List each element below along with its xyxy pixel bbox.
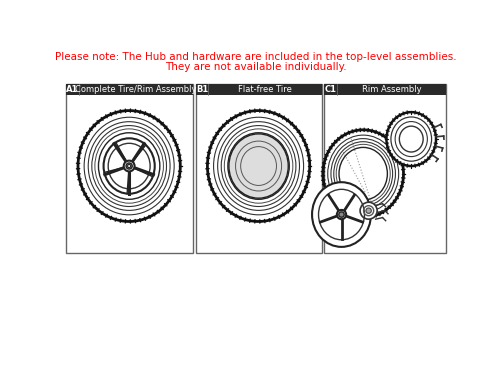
Text: Complete Tire/Rim Assembly: Complete Tire/Rim Assembly: [75, 85, 196, 94]
Bar: [324, 84, 446, 253]
Bar: [66, 84, 192, 253]
Text: Flat-free Tire: Flat-free Tire: [238, 85, 292, 94]
Text: A1: A1: [66, 85, 79, 94]
Text: C1: C1: [324, 85, 336, 94]
Text: B1: B1: [196, 85, 208, 94]
Ellipse shape: [360, 202, 377, 219]
Ellipse shape: [312, 182, 371, 247]
Ellipse shape: [339, 212, 344, 217]
Ellipse shape: [337, 210, 346, 219]
Bar: [324, 84, 446, 95]
Bar: [196, 84, 322, 95]
Ellipse shape: [126, 163, 132, 169]
Bar: [66, 84, 192, 95]
Bar: [196, 84, 322, 253]
Ellipse shape: [124, 161, 134, 172]
Ellipse shape: [229, 134, 288, 198]
Ellipse shape: [128, 165, 130, 168]
Ellipse shape: [366, 208, 372, 214]
Text: Please note: The Hub and hardware are included in the top-level assemblies.: Please note: The Hub and hardware are in…: [56, 52, 457, 62]
Text: They are not available individually.: They are not available individually.: [166, 63, 347, 72]
Ellipse shape: [386, 112, 436, 166]
Text: Rim Assembly: Rim Assembly: [362, 85, 422, 94]
